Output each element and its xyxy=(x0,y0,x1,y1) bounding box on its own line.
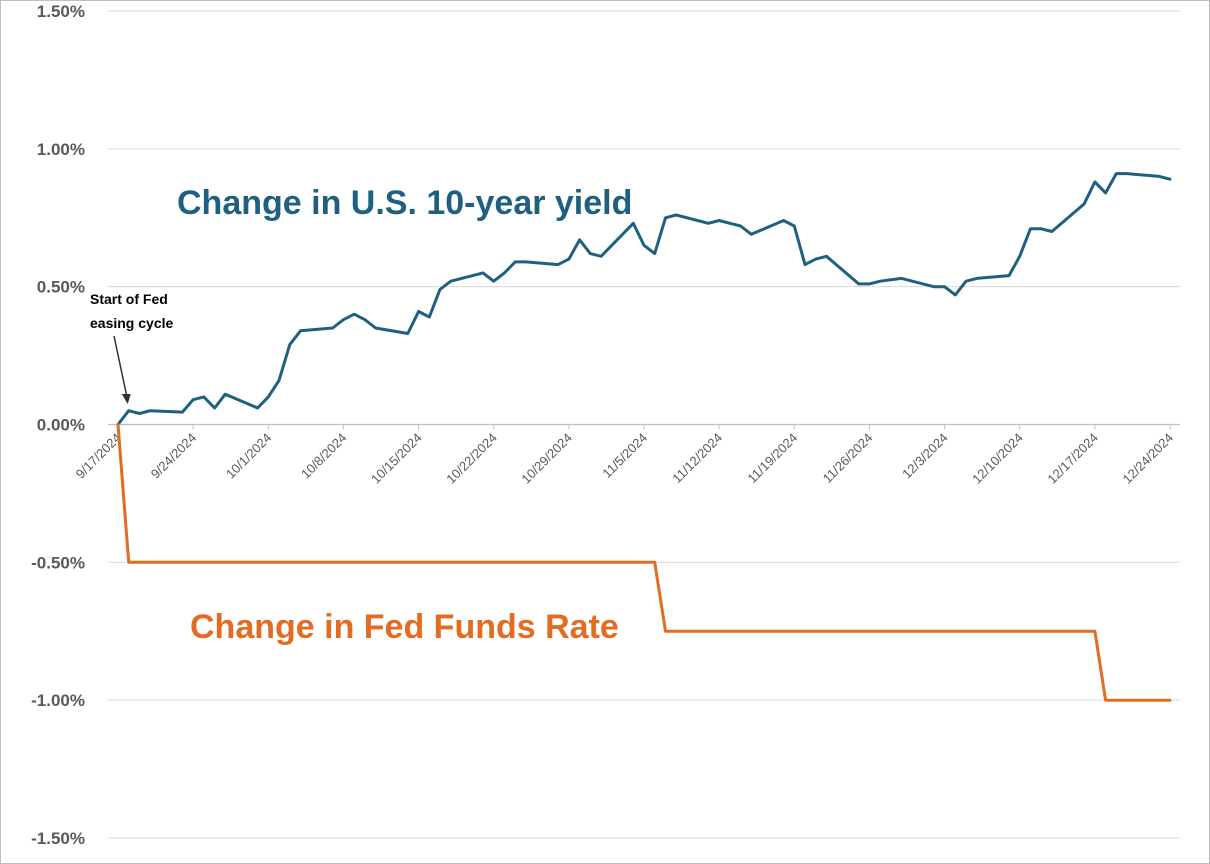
y-tick-label: -1.00% xyxy=(31,691,85,710)
y-tick-label: 0.50% xyxy=(37,278,85,297)
x-tick-label: 12/3/2024 xyxy=(899,430,951,482)
annotation-text-line: easing cycle xyxy=(90,315,173,331)
annotation-text-line: Start of Fed xyxy=(90,291,168,307)
series-lines xyxy=(116,172,1172,702)
x-axis-ticks: 9/17/2024 9/24/2024 10/1/2024 10/8/2024 10/1… xyxy=(73,424,1176,487)
x-tick-label: 11/12/2024 xyxy=(669,430,725,486)
series-line-fed-funds xyxy=(116,423,1172,702)
x-tick-label: 12/17/2024 xyxy=(1044,430,1101,487)
x-tick-label: 11/26/2024 xyxy=(820,430,876,486)
x-tick-label: 11/5/2024 xyxy=(599,430,650,481)
y-axis-ticks: 1.50% 1.00% 0.50% 0.00% -0.50% -1.00% -1.50% xyxy=(31,2,85,848)
annotation-arrow-line xyxy=(113,335,128,397)
y-tick-label: -0.50% xyxy=(31,553,85,572)
x-tick-label: 10/22/2024 xyxy=(443,430,500,487)
x-tick-label: 12/10/2024 xyxy=(969,430,1026,487)
x-tick-label: 10/1/2024 xyxy=(223,430,275,482)
x-tick-label: 10/8/2024 xyxy=(298,430,350,482)
y-tick-label: 1.00% xyxy=(37,140,85,159)
series-labels: Change in U.S. 10-year yield Change in Fe… xyxy=(177,184,632,646)
annotation-arrow-head xyxy=(121,394,131,404)
x-tick-label: 11/19/2024 xyxy=(744,430,800,486)
y-tick-label: 1.50% xyxy=(37,2,85,21)
series-label-10yr-yield: Change in U.S. 10-year yield xyxy=(177,184,632,222)
x-tick-label: 10/29/2024 xyxy=(518,430,575,487)
y-tick-label: -1.50% xyxy=(31,829,85,848)
series-label-fed-funds: Change in Fed Funds Rate xyxy=(190,608,619,646)
x-tick-label: 12/24/2024 xyxy=(1119,430,1176,487)
annotation: Start of Fed easing cycle xyxy=(90,291,173,404)
x-tick-label: 9/17/2024 xyxy=(73,430,125,482)
series-line-10yr-yield xyxy=(116,172,1172,426)
y-tick-label: 0.00% xyxy=(37,416,85,435)
x-tick-label: 10/15/2024 xyxy=(368,430,425,487)
x-tick-label: 9/24/2024 xyxy=(148,430,200,482)
